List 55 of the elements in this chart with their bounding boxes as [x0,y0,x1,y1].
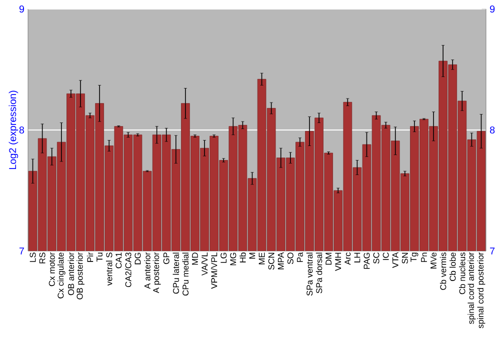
y-tick-label: 7 [19,248,24,254]
x-tick-label: IC [382,252,389,260]
x-tick-label: LS [30,252,36,262]
x-tick-label: CA2/CA3 [125,252,132,288]
x-tick-label: RS [39,252,46,264]
x-tick-label: OB posterior [76,252,84,300]
x-tick-label: SC [373,252,380,264]
x-tick-label: LG [220,252,227,263]
x-tick-label: VMH [335,252,342,271]
x-tick-label: GP [163,252,170,264]
x-tick-label: MG [230,252,236,266]
y-tick-label: 8 [19,126,24,134]
x-tick-label: MD [192,252,198,265]
x-tick-label: ME [258,252,265,264]
x-tick-label: Cx motor [48,252,55,286]
x-tick-label: SCN [268,252,274,270]
x-tick-label: Tg [410,252,418,262]
x-tick-label: MPA [278,252,284,270]
x-tick-label: Cb lobe [449,252,456,281]
x-tick-label: PAG [364,252,370,269]
x-tick-label: CA1 [116,252,122,268]
x-tick-label: Pa [296,252,303,262]
x-tick-label: A posterior [152,252,161,294]
x-tick-label: spinal cord anterior [468,252,476,324]
x-tick-label: DG [134,252,141,264]
x-tick-label: Pir [86,252,94,262]
y2-tick-label: 7 [490,248,495,254]
x-tick-label: VTA [392,252,398,268]
x-tick-label: Pn [421,252,427,262]
x-tick-label: VA/VL [201,252,208,276]
x-tick-label: ventral S [106,252,112,286]
y2-tick-label: 8 [490,126,495,134]
x-tick-label: A anterior [144,252,150,289]
x-tick-label: DM [326,252,332,265]
y-tick-label: 9 [19,5,24,13]
x-tick-label: M [249,252,256,259]
x-tick-label: SPa ventral [306,252,313,296]
x-tick-label: OB anterior [68,252,74,296]
x-tick-label: CPu medial [182,252,189,296]
x-tick-label: spinal cord posterior [477,252,486,328]
x-tick-label: SN [402,252,408,264]
x-tick-label: MVe [430,252,436,268]
x-tick-label: Hb [240,252,246,262]
x-tick-label: SPa dorsal [316,252,322,294]
x-tick-label: Cb nucleus [459,252,466,294]
x-tick-label: Tu [96,252,103,262]
y-axis-title: Log2 (expression) [8,90,18,170]
x-tick-label: CPu lateral [172,252,180,294]
x-tick-label: Arc [344,252,351,265]
x-tick-label: Cx cingulate [57,252,66,298]
x-tick-label: LH [354,252,360,262]
x-tick-label: Cb vermis [440,252,446,290]
x-tick-label: VPM/VPL [210,252,218,289]
x-tick-label: SO [287,252,294,264]
y2-tick-label: 9 [490,5,495,13]
